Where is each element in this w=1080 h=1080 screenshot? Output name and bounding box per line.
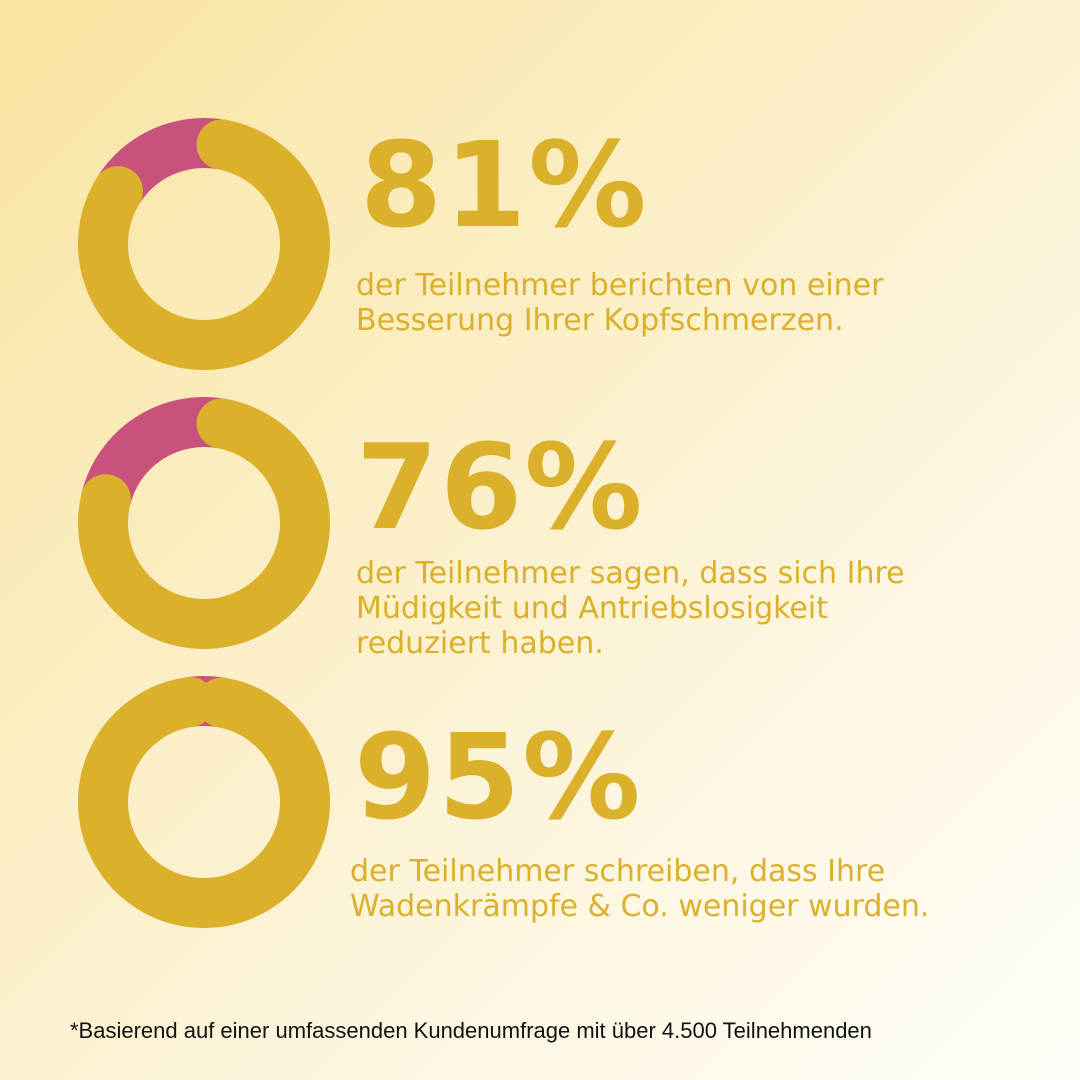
donut-svg-2: [78, 397, 330, 649]
stat-1-description: der Teilnehmer berichten von einer Besse…: [356, 268, 884, 338]
footnote: *Basierend auf einer umfassenden Kundenu…: [70, 1018, 872, 1043]
donut-chart-3: [78, 676, 330, 928]
stat-2-description: der Teilnehmer sagen, dass sich Ihre Müd…: [356, 556, 905, 661]
donut-slice-main: [78, 398, 330, 649]
donut-svg-1: [78, 118, 330, 370]
stat-2-percentage: 76%: [356, 418, 645, 556]
donut-chart-2: [78, 397, 330, 649]
stat-3-description: der Teilnehmer schreiben, dass Ihre Wade…: [350, 854, 930, 924]
donut-svg-3: [78, 676, 330, 928]
donut-slice-main: [78, 119, 330, 370]
stat-3-percentage: 95%: [354, 708, 643, 846]
donut-slice-main: [78, 676, 330, 928]
stat-1-percentage: 81%: [360, 116, 649, 254]
donut-chart-1: [78, 118, 330, 370]
